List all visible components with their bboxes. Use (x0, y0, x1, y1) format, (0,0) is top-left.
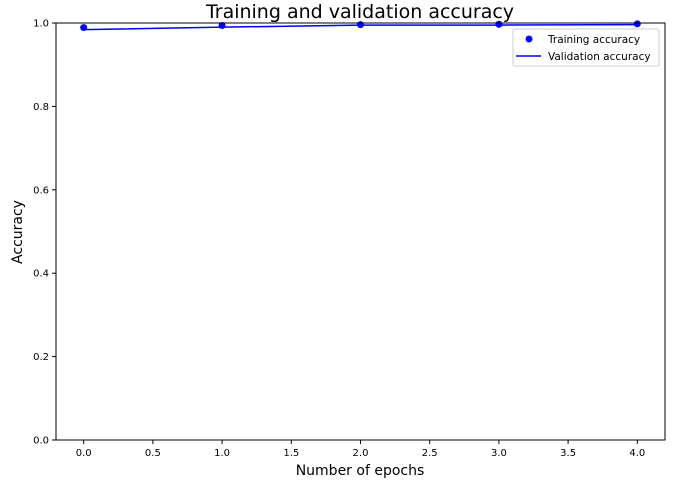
chart-title: Training and validation accuracy (205, 1, 514, 23)
training-point-0 (80, 24, 88, 32)
x-tick-label-2: 1.0 (214, 448, 230, 459)
x-tick-label-5: 2.5 (422, 448, 438, 459)
y-tick-label-1: 0.2 (33, 352, 49, 363)
training-point-2 (357, 21, 364, 29)
y-axis-label: Accuracy (10, 200, 26, 264)
y-tick-label-3: 0.6 (33, 185, 49, 196)
legend-label-training: Training accuracy (547, 34, 640, 46)
training-point-3 (495, 20, 503, 28)
legend-box (512, 28, 660, 67)
x-tick-label-7: 3.5 (560, 448, 576, 459)
x-tick-label-1: 0.5 (145, 448, 161, 459)
y-tick-label-0: 0.0 (33, 436, 49, 447)
plot-frame (55, 22, 666, 441)
x-tick-label-4: 2.0 (353, 448, 369, 459)
legend-marker-training (525, 35, 533, 43)
x-tick-label-6: 3.0 (491, 448, 507, 459)
y-tick-label-2: 0.4 (33, 269, 49, 280)
x-tick-label-3: 1.5 (283, 448, 299, 459)
x-tick-label-8: 4.0 (629, 448, 645, 459)
y-tick-label-4: 0.8 (33, 102, 49, 113)
x-axis-label: Number of epochs (296, 463, 425, 479)
training-point-1 (218, 22, 226, 30)
legend-label-validation: Validation accuracy (548, 51, 651, 63)
plot-area: 0.0 0.5 1.0 1.5 2.0 2.5 3.0 3.5 4.0 0.0 0.2 0.4 0.6 0… (33, 19, 645, 460)
x-tick-label-0: 0.0 (76, 448, 92, 459)
training-point-4 (633, 20, 641, 28)
legend: Training accuracy Validation accuracy (512, 28, 660, 67)
y-tick-label-5: 1.0 (33, 19, 49, 30)
